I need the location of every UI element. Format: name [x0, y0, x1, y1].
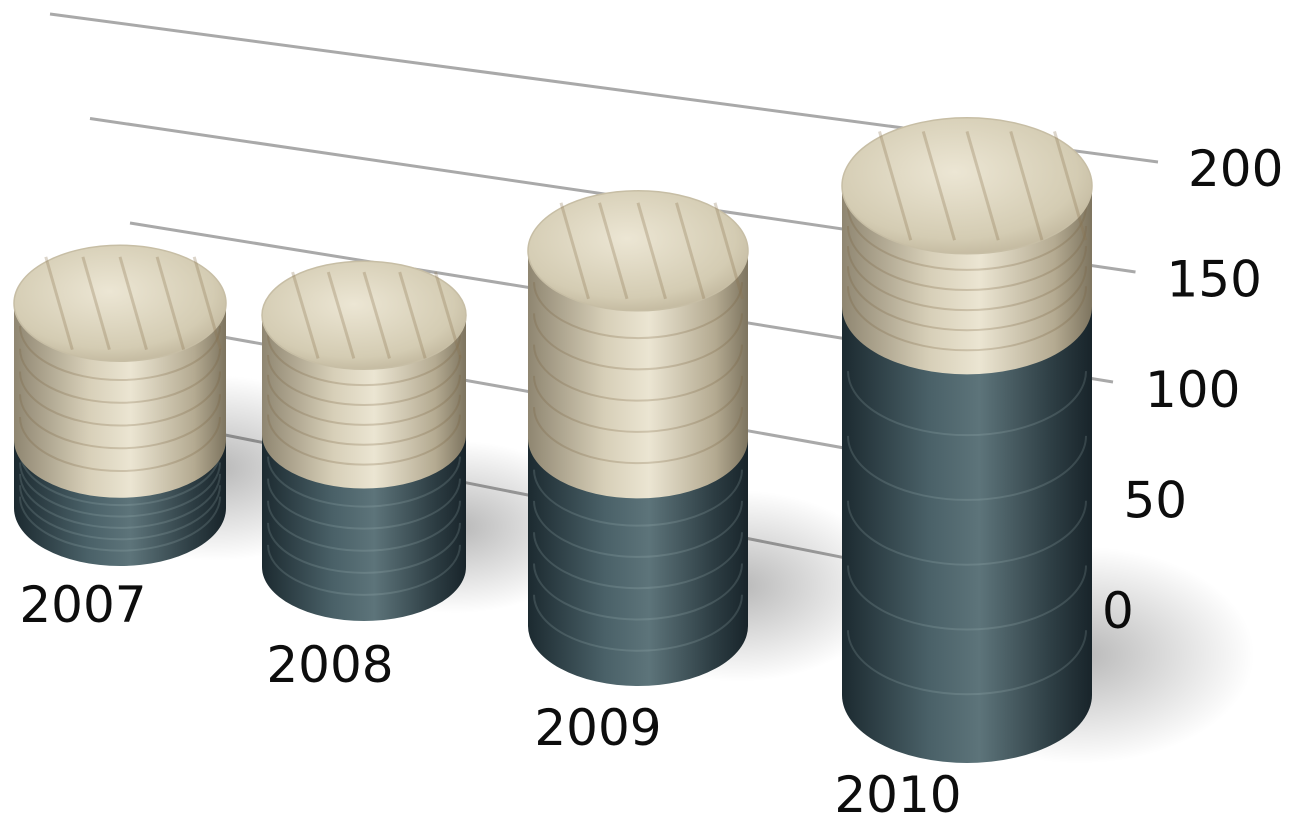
texture-streak	[533, 407, 743, 465]
texture-streak	[267, 414, 461, 466]
bar-2008	[261, 260, 599, 621]
texture-streak	[19, 394, 221, 450]
texture-streak	[19, 371, 221, 427]
x-tick-label: 2007	[19, 576, 146, 634]
bar-top	[13, 244, 227, 362]
texture-streak	[267, 500, 461, 552]
bar-top	[527, 190, 749, 312]
top-grain	[559, 202, 590, 300]
texture-streak	[533, 500, 743, 558]
top-grain	[878, 130, 913, 241]
bar-segment	[842, 306, 1092, 763]
texture-streak	[267, 374, 461, 426]
texture-streak	[19, 473, 221, 529]
top-grain	[713, 202, 744, 300]
top-grain	[636, 202, 667, 300]
bar-top	[261, 260, 467, 370]
texture-streak	[267, 478, 461, 530]
texture-streak	[267, 522, 461, 574]
top-grain	[192, 256, 223, 351]
texture-streak	[847, 371, 1087, 437]
bar-2010	[841, 117, 1255, 764]
texture-streak	[19, 325, 221, 381]
texture-streak	[19, 462, 221, 518]
top-grain	[433, 271, 463, 359]
texture-streak	[267, 335, 461, 387]
texture-streak	[533, 344, 743, 402]
texture-streak	[847, 500, 1087, 566]
top-grain	[362, 271, 391, 359]
texture-streak	[847, 246, 1087, 312]
texture-streak	[847, 435, 1087, 501]
top-grain	[965, 130, 1000, 241]
texture-streak	[533, 594, 743, 652]
texture-streak	[847, 225, 1087, 291]
texture-streak	[533, 313, 743, 371]
y-tick-label: 150	[1167, 251, 1262, 309]
top-grain	[44, 256, 74, 351]
x-axis-ticks: 2007 2008 2009 2010	[19, 576, 961, 821]
texture-streak	[847, 565, 1087, 631]
texture-streak	[847, 286, 1087, 352]
texture-streak	[267, 456, 461, 508]
top-grain	[155, 256, 186, 351]
texture-streak	[19, 485, 221, 541]
top-grain	[675, 202, 706, 300]
top-grain	[291, 271, 320, 359]
texture-streak	[19, 416, 221, 472]
top-grain	[1053, 130, 1088, 241]
texture-streak	[847, 266, 1087, 332]
bar-2009	[527, 190, 891, 686]
y-tick-label: 50	[1124, 472, 1188, 530]
x-tick-label: 2008	[266, 636, 393, 694]
texture-streak	[533, 469, 743, 527]
texture-streak	[533, 375, 743, 433]
top-grain	[921, 130, 956, 241]
bar-top	[841, 117, 1093, 255]
bar-segment	[528, 438, 748, 686]
texture-streak	[847, 205, 1087, 271]
texture-streak	[267, 544, 461, 596]
top-grain	[326, 271, 356, 359]
texture-streak	[267, 354, 461, 406]
y-tick-label: 200	[1188, 140, 1283, 198]
x-tick-label: 2010	[834, 766, 961, 821]
top-grain	[1009, 130, 1044, 241]
texture-streak	[533, 532, 743, 590]
top-grain	[598, 202, 629, 300]
texture-streak	[533, 563, 743, 621]
texture-streak	[847, 630, 1087, 696]
x-tick-label: 2009	[534, 699, 661, 757]
texture-streak	[19, 348, 221, 404]
top-grain	[81, 256, 111, 351]
bars	[13, 117, 1255, 764]
bar-segment	[528, 250, 748, 499]
top-grain	[398, 271, 427, 359]
texture-streak	[533, 282, 743, 340]
texture-streak	[267, 394, 461, 446]
y-tick-label: 100	[1145, 361, 1240, 419]
top-grain	[118, 256, 148, 351]
texture-streak	[19, 496, 221, 552]
texture-streak	[19, 451, 221, 507]
